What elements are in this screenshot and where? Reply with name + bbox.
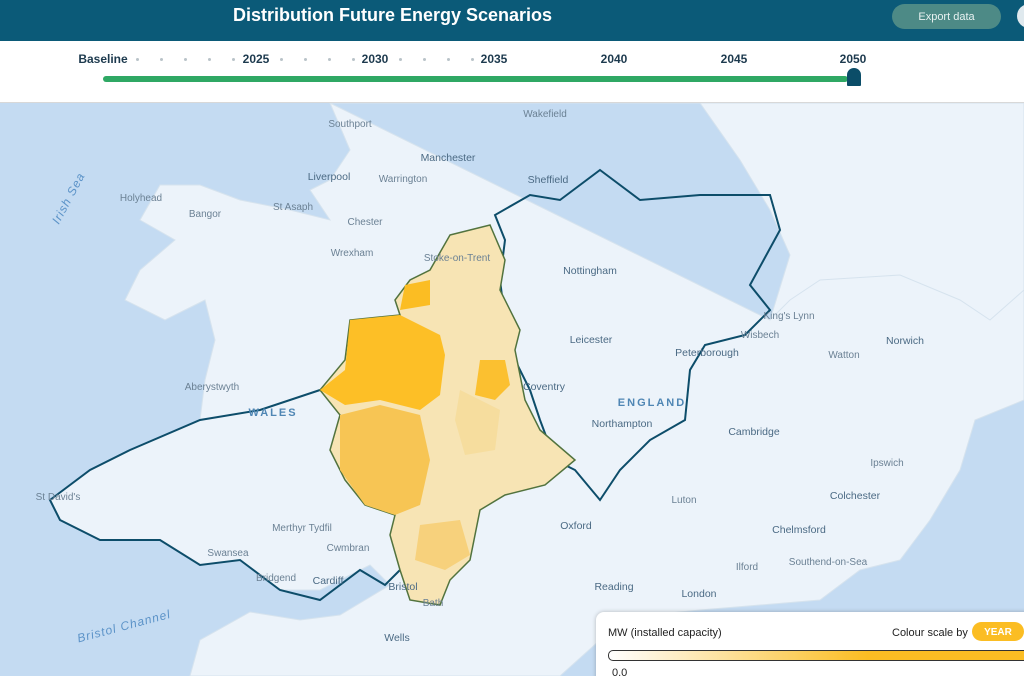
place-label: Norwich — [886, 335, 924, 347]
place-label: Bridgend — [256, 573, 296, 584]
timeline-dot[interactable] — [447, 58, 450, 61]
timeline-label[interactable]: 2035 — [480, 52, 508, 66]
timeline-dot[interactable] — [160, 58, 163, 61]
timeline-label[interactable]: 2040 — [600, 52, 628, 66]
place-label: St David's — [36, 492, 81, 503]
region-high — [400, 280, 430, 310]
legend: MW (installed capacity) Colour scale by … — [596, 612, 1024, 676]
legend-min: 0.0 — [612, 667, 628, 676]
place-label: Cardiff — [313, 575, 344, 587]
place-label: Luton — [671, 495, 696, 506]
timeline-dot[interactable] — [208, 58, 211, 61]
profile-button[interactable] — [1017, 4, 1024, 28]
timeline-dot[interactable] — [399, 58, 402, 61]
place-label: Wrexham — [331, 248, 374, 259]
timeline-dot[interactable] — [328, 58, 331, 61]
region-high — [475, 360, 510, 400]
place-label: Southport — [328, 119, 372, 130]
legend-title: MW (installed capacity) — [608, 627, 722, 639]
place-label: London — [681, 588, 716, 600]
timeline-dot[interactable] — [423, 58, 426, 61]
place-label: Leicester — [570, 334, 613, 346]
place-label: Aberystwyth — [185, 382, 239, 393]
place-label: Manchester — [421, 152, 476, 164]
timeline-label[interactable]: 2045 — [720, 52, 748, 66]
timeline-track[interactable] — [103, 76, 848, 82]
place-label: Warrington — [379, 174, 428, 185]
region-label: WALES — [248, 407, 297, 419]
export-button[interactable]: Export data — [892, 4, 1001, 29]
place-label: Holyhead — [120, 193, 162, 204]
place-label: Swansea — [207, 548, 249, 559]
timeline-dot[interactable] — [136, 58, 139, 61]
region-mid — [340, 405, 430, 515]
timeline-label[interactable]: 2025 — [242, 52, 270, 66]
timeline-dot[interactable] — [184, 58, 187, 61]
place-label: Chester — [347, 217, 383, 228]
place-label: Wakefield — [523, 109, 567, 120]
place-label: Ipswich — [870, 458, 903, 469]
timeline-label[interactable]: Baseline — [78, 52, 128, 66]
timeline: Baseline 2025 2030 2035 2040 2045 2050 — [0, 41, 1024, 103]
place-label: Southend-on-Sea — [789, 557, 868, 568]
timeline-dot[interactable] — [352, 58, 355, 61]
place-label: Stoke-on-Trent — [424, 253, 491, 264]
header: Distribution Future Energy Scenarios Exp… — [0, 0, 1024, 41]
place-label: Peterborough — [675, 347, 739, 359]
network-boundary — [493, 168, 782, 502]
legend-scale-label: Colour scale by — [892, 627, 968, 639]
place-label: St Asaph — [273, 202, 313, 213]
page-title: Distribution Future Energy Scenarios — [233, 5, 553, 25]
place-label: Bath — [423, 598, 444, 609]
place-label: Liverpool — [308, 171, 351, 183]
place-label: Sheffield — [528, 174, 569, 186]
place-label: Merthyr Tydfil — [272, 523, 332, 534]
place-label: Northampton — [592, 418, 653, 430]
place-label: King's Lynn — [763, 311, 814, 322]
region-label: ENGLAND — [618, 397, 686, 409]
legend-gradient — [608, 650, 1024, 661]
place-label: Colchester — [830, 490, 881, 502]
place-label: Ilford — [736, 562, 758, 573]
place-label: Wells — [384, 632, 409, 644]
place-label: Coventry — [523, 381, 566, 393]
region-low — [455, 390, 500, 455]
network-boundary — [48, 389, 411, 602]
timeline-label[interactable]: 2050 — [839, 52, 867, 66]
place-label: Wisbech — [741, 330, 779, 341]
place-label: Chelmsford — [772, 524, 826, 536]
timeline-dot[interactable] — [304, 58, 307, 61]
region-mid — [415, 520, 470, 570]
region-high — [320, 315, 445, 410]
place-label: Bristol — [388, 581, 417, 593]
timeline-dot[interactable] — [232, 58, 235, 61]
place-label: Nottingham — [563, 265, 617, 277]
land — [49, 103, 1024, 676]
scale-button[interactable]: YEAR — [972, 622, 1024, 641]
timeline-dot[interactable] — [280, 58, 283, 61]
timeline-handle[interactable] — [847, 68, 861, 86]
place-label: Bangor — [189, 209, 222, 220]
place-label: Watton — [828, 350, 859, 361]
place-label: Cwmbran — [327, 543, 370, 554]
map[interactable]: Southport Wakefield Manchester Liverpool War… — [0, 103, 1024, 676]
place-label: Oxford — [560, 520, 592, 532]
timeline-label[interactable]: 2030 — [361, 52, 389, 66]
place-label: Reading — [594, 581, 633, 593]
place-label: Cambridge — [728, 426, 780, 438]
timeline-dot[interactable] — [471, 58, 474, 61]
